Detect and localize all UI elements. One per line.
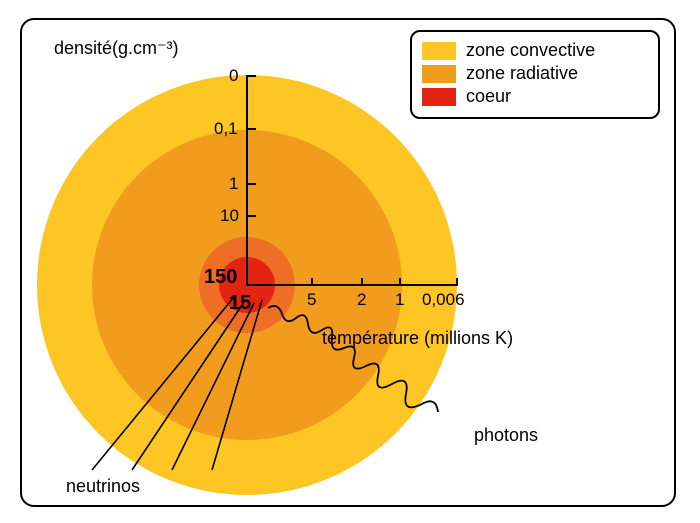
xlabel-0006: 0,006 <box>422 290 465 310</box>
legend-label-radiative: zone radiative <box>466 63 578 84</box>
legend-swatch-convective <box>422 42 456 60</box>
xlabel-5: 5 <box>307 290 316 310</box>
axis-y <box>246 75 248 285</box>
xtick-2 <box>361 278 363 286</box>
xtick-5 <box>311 278 313 286</box>
ytick-10 <box>248 215 256 217</box>
xlabel-2: 2 <box>357 290 366 310</box>
ylabel-10: 10 <box>220 206 239 226</box>
diagram-frame: densité(g.cm⁻³) température (millions K)… <box>20 18 676 507</box>
label-neutrinos: neutrinos <box>66 476 140 497</box>
legend: zone convective zone radiative coeur <box>410 30 660 119</box>
ytick-0p1 <box>248 128 256 130</box>
legend-label-convective: zone convective <box>466 40 595 61</box>
xlabel-1: 1 <box>395 290 404 310</box>
ytick-0 <box>248 75 256 77</box>
legend-swatch-core <box>422 88 456 106</box>
legend-item-radiative: zone radiative <box>422 63 648 84</box>
ylabel-1: 1 <box>229 174 238 194</box>
axis-x-label: température (millions K) <box>322 328 513 349</box>
ylabel-150: 150 <box>204 266 237 289</box>
xtick-0006 <box>456 278 458 286</box>
legend-item-core: coeur <box>422 86 648 107</box>
axis-x <box>247 284 457 286</box>
axis-y-label: densité(g.cm⁻³) <box>54 38 179 59</box>
legend-swatch-radiative <box>422 65 456 83</box>
ylabel-0p1: 0,1 <box>214 119 238 139</box>
xlabel-15: 15 <box>229 292 251 315</box>
ylabel-0: 0 <box>229 66 238 86</box>
legend-label-core: coeur <box>466 86 511 107</box>
xtick-1 <box>399 278 401 286</box>
label-photons: photons <box>474 425 538 446</box>
legend-item-convective: zone convective <box>422 40 648 61</box>
ytick-1 <box>248 183 256 185</box>
